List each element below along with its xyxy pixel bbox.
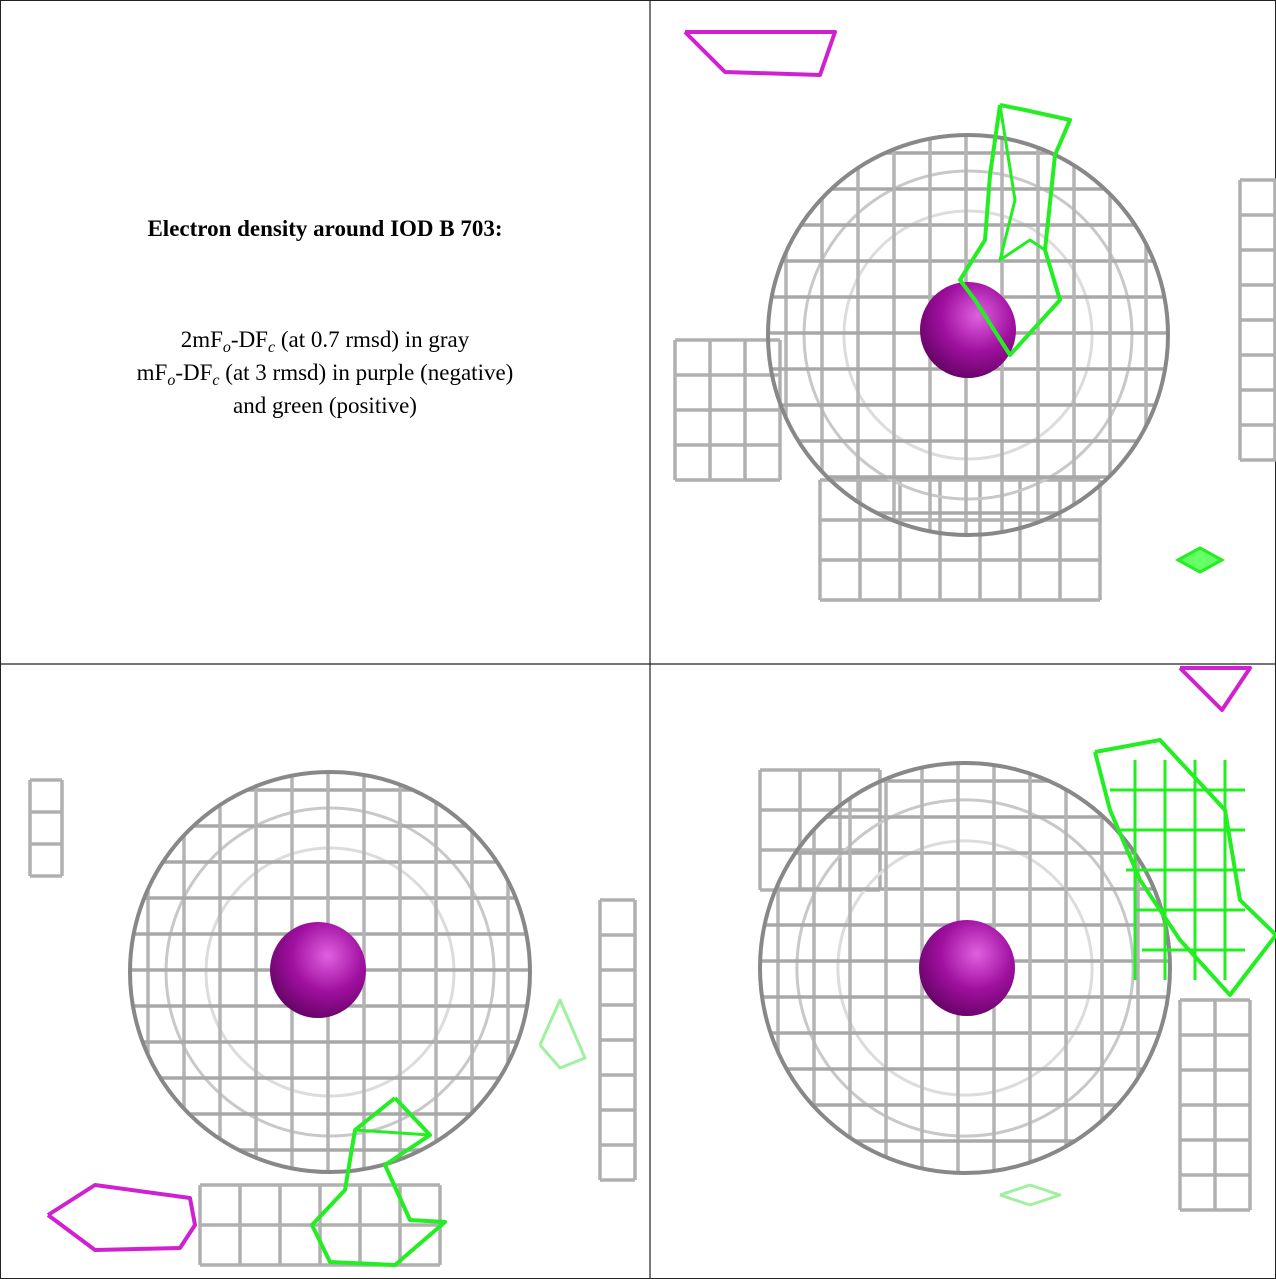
subscript: c [268, 339, 275, 356]
mesh-outline [758, 761, 1172, 1175]
positive-density [354, 1128, 431, 1137]
positive-density [310, 1096, 447, 1267]
panel-view-1 [673, 30, 1276, 602]
text-run: 2mF [181, 327, 223, 352]
iodine-atom [270, 922, 366, 1018]
negative-density [683, 30, 837, 77]
positive-density [999, 1183, 1062, 1207]
positive-density [958, 103, 1072, 357]
legend-line: mFo-DFc (at 3 rmsd) in purple (negative) [137, 360, 514, 389]
negative-density [46, 1183, 197, 1252]
subscript: o [223, 339, 231, 356]
text-run: -DF [231, 327, 268, 352]
mesh-shell [802, 169, 1134, 501]
positive-density [1093, 738, 1276, 997]
text-run: (at 0.7 rmsd) in gray [275, 327, 470, 352]
positive-density [1174, 546, 1226, 574]
negative-density [1178, 666, 1252, 712]
subscript: o [167, 372, 175, 389]
text-run: and green (positive) [233, 393, 417, 418]
mesh-shell [164, 806, 496, 1138]
text-run: -DF [175, 360, 212, 385]
positive-density [998, 104, 1046, 262]
legend-line: and green (positive) [233, 393, 417, 418]
subscript: c [212, 372, 219, 389]
panel-view-3 [758, 666, 1276, 1212]
text-run: mF [137, 360, 168, 385]
mesh-shell [836, 839, 1094, 1097]
legend-line: 2mFo-DFc (at 0.7 rmsd) in gray [181, 327, 470, 356]
mesh-outline [128, 770, 532, 1174]
panel-view-2 [28, 770, 637, 1267]
iodine-atom [920, 282, 1016, 378]
mesh-shell [842, 209, 1094, 461]
positive-density [538, 998, 587, 1070]
iodine-atom [919, 920, 1015, 1016]
title: Electron density around IOD B 703: [147, 216, 502, 241]
text-run: (at 3 rmsd) in purple (negative) [220, 360, 514, 385]
mesh-shell [204, 846, 456, 1098]
mesh-outline [766, 133, 1170, 537]
mesh-shell [795, 798, 1135, 1138]
